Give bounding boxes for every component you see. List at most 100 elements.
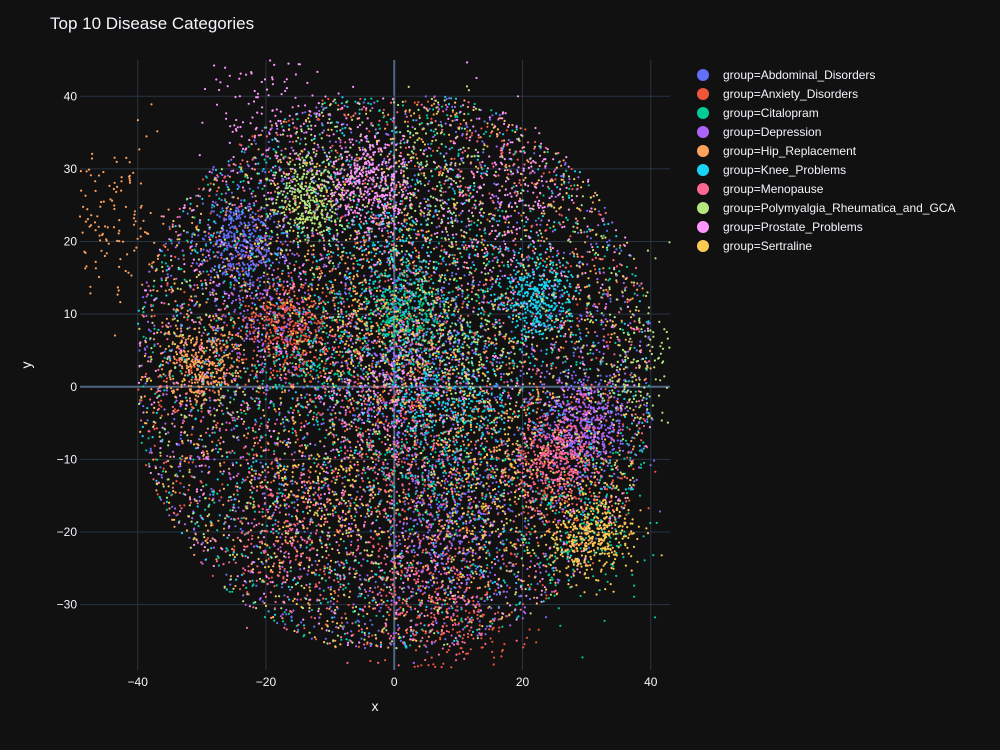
data-point: [460, 647, 463, 650]
data-point: [431, 292, 434, 295]
data-point: [232, 398, 236, 401]
data-point: [310, 375, 313, 378]
data-point: [540, 364, 543, 367]
data-point: [533, 514, 536, 517]
data-point: [137, 388, 140, 391]
data-point: [264, 434, 267, 437]
data-point: [446, 114, 449, 117]
data-point: [310, 637, 313, 640]
data-point: [295, 237, 298, 240]
data-point: [293, 501, 296, 504]
data-point: [273, 450, 276, 453]
data-point: [442, 617, 445, 621]
data-point: [235, 250, 239, 253]
data-point: [468, 481, 471, 484]
data-point: [362, 373, 365, 376]
data-point: [466, 552, 469, 555]
data-point: [559, 371, 562, 375]
data-point: [280, 586, 284, 589]
data-point: [253, 329, 256, 332]
data-point: [559, 546, 563, 549]
data-point: [413, 174, 416, 177]
data-point: [415, 405, 418, 408]
data-point: [431, 333, 434, 336]
data-point: [399, 577, 402, 580]
data-point: [654, 470, 657, 473]
data-point: [444, 317, 447, 320]
data-point: [626, 409, 630, 412]
data-point: [250, 232, 253, 235]
data-point: [460, 495, 463, 498]
data-point: [446, 602, 449, 606]
data-point: [445, 340, 448, 343]
data-point: [384, 420, 387, 423]
data-point: [619, 477, 622, 480]
data-point: [411, 591, 415, 594]
data-point: [243, 232, 246, 235]
data-point: [239, 298, 242, 302]
data-point: [302, 334, 305, 337]
data-point: [361, 421, 364, 424]
data-point: [370, 97, 373, 100]
data-point: [366, 455, 369, 458]
data-point: [432, 149, 435, 152]
data-point: [398, 303, 401, 306]
data-point: [407, 314, 411, 317]
data-point: [333, 292, 336, 295]
data-point: [563, 474, 566, 477]
data-point: [621, 423, 625, 426]
data-point: [286, 353, 289, 356]
data-point: [179, 469, 182, 472]
data-point: [549, 444, 552, 448]
data-point: [579, 471, 582, 474]
data-point: [617, 408, 620, 411]
data-point: [527, 258, 530, 262]
data-point: [548, 255, 551, 258]
data-point: [329, 465, 332, 468]
data-point: [492, 626, 495, 630]
data-point: [371, 469, 375, 472]
data-point: [481, 335, 484, 338]
data-point: [370, 295, 373, 298]
data-point: [191, 427, 194, 430]
data-point: [364, 646, 367, 650]
data-point: [237, 253, 240, 256]
data-point: [385, 594, 388, 597]
data-point: [484, 633, 487, 636]
data-point: [621, 449, 625, 452]
data-point: [529, 487, 532, 491]
data-point: [350, 497, 353, 500]
data-point: [286, 253, 289, 256]
data-point: [265, 371, 268, 374]
data-point: [465, 652, 468, 655]
data-point: [144, 382, 147, 385]
data-point: [584, 475, 587, 478]
data-point: [378, 537, 381, 540]
data-point: [453, 189, 456, 193]
data-point: [166, 389, 169, 392]
data-point: [451, 271, 454, 274]
data-point: [442, 662, 445, 665]
data-point: [474, 564, 477, 567]
data-point: [326, 349, 329, 353]
data-point: [168, 225, 171, 228]
data-point: [324, 205, 327, 208]
data-point: [331, 630, 334, 634]
data-point: [607, 347, 610, 350]
data-point: [464, 186, 467, 189]
data-point: [287, 612, 290, 616]
data-point: [342, 588, 345, 591]
data-point: [227, 205, 230, 208]
data-point: [237, 506, 240, 509]
data-point: [620, 249, 623, 252]
data-point: [470, 220, 473, 223]
data-point: [378, 279, 382, 282]
data-point: [315, 265, 319, 268]
data-point: [440, 666, 443, 669]
data-point: [272, 346, 275, 349]
data-point: [257, 209, 260, 212]
data-point: [588, 487, 591, 490]
data-point: [296, 438, 299, 441]
data-point: [603, 424, 606, 427]
data-point: [241, 296, 244, 299]
